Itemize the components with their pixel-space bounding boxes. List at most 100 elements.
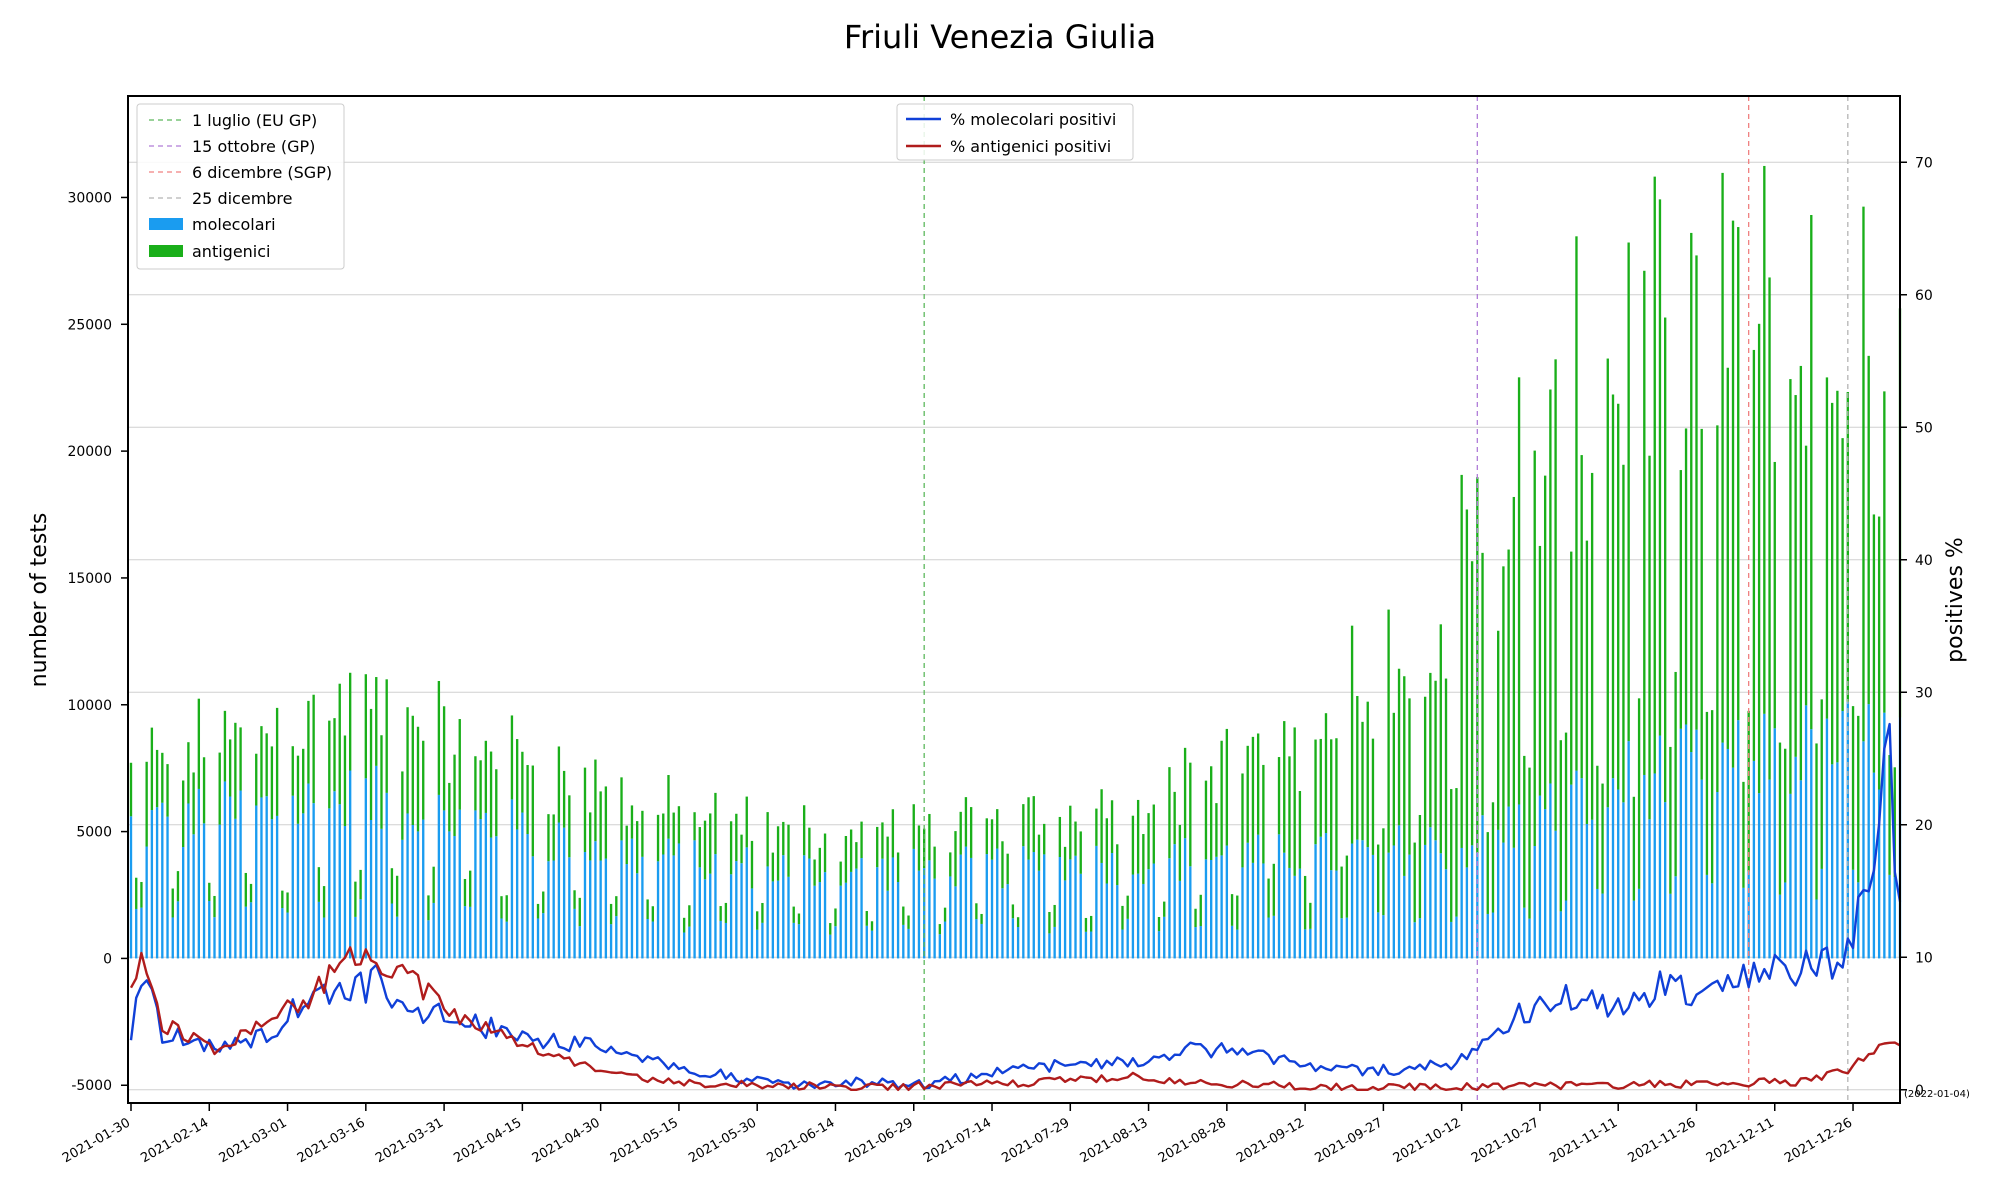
bar-antigenici [912,804,915,849]
bar-antigenici [1084,917,1088,932]
bar-molecolari [552,860,555,959]
bar-molecolari [1131,874,1135,959]
y-right-tick-label: 60 [1915,288,1933,304]
vline-layer [923,96,1849,1103]
bar-molecolari [1804,705,1808,959]
bar-antigenici [1872,514,1876,773]
y-axis-left-label: number of tests [27,513,52,688]
y-left-tick-label: 0 [103,951,112,967]
bar-antigenici [1220,740,1223,856]
bar-antigenici [630,805,634,839]
bar-antigenici [1643,270,1646,775]
bar-molecolari [943,921,947,959]
bar-antigenici [1048,911,1051,934]
chart-title: Friuli Venezia Giulia [844,18,1156,56]
bar-antigenici [677,806,681,844]
bar-antigenici [1815,743,1818,900]
bar-antigenici [197,698,201,789]
bar-antigenici [171,888,174,918]
bar-antigenici [1089,915,1093,932]
bar-molecolari [1585,823,1589,959]
bar-molecolari [808,858,811,959]
bar-molecolari [1016,927,1020,959]
bar-molecolari [1877,789,1881,959]
bar-antigenici [1731,220,1735,768]
bar-molecolari [1465,867,1469,959]
bar-molecolari [1470,845,1474,959]
bar-molecolari [1418,918,1422,959]
bar-molecolari [1183,838,1187,959]
bar-antigenici [390,868,394,904]
bar-molecolari [703,879,707,959]
bar-antigenici [834,908,837,927]
bar-antigenici [208,882,211,902]
bar-antigenici [542,891,545,914]
bar-molecolari [359,899,362,959]
bar-antigenici [1350,625,1354,844]
bar-molecolari [286,912,289,959]
bar-antigenici [902,906,905,925]
bar-molecolari [338,804,341,959]
bar-antigenici [714,792,717,855]
bar-antigenici [969,807,973,858]
bar-antigenici [1695,255,1698,730]
bar-antigenici [260,726,263,798]
bar-antigenici [860,821,863,859]
bar-molecolari [1382,915,1385,959]
bar-molecolari [1429,827,1432,959]
legend-item-vline: 25 dicembre [192,189,293,208]
bar-antigenici [703,820,707,880]
bar-antigenici [881,822,884,859]
bar-antigenici [735,813,738,862]
bar-molecolari [176,901,180,959]
bar-molecolari [1742,887,1745,959]
bars-layer [129,165,1902,959]
bar-molecolari [985,854,988,959]
bar-molecolari [1147,869,1150,959]
bar-antigenici [865,911,868,926]
bar-antigenici [1011,904,1015,919]
bar-antigenici [943,907,947,922]
bar-antigenici [469,870,472,907]
bar-antigenici [1799,365,1803,781]
bar-antigenici [1371,738,1375,855]
bar-molecolari [876,867,879,959]
bar-antigenici [615,896,618,917]
legend-bar-swatch [149,245,183,257]
legend-item-line: % molecolari positivi [950,110,1116,129]
bar-molecolari [1126,918,1129,959]
bar-molecolari [1455,916,1458,959]
bar-antigenici [949,852,952,877]
bar-molecolari [1617,789,1620,959]
bar-antigenici [938,924,942,935]
bar-molecolari [536,918,540,959]
bar-antigenici [270,746,274,820]
bar-molecolari [651,921,655,959]
bar-antigenici [531,765,534,857]
bar-molecolari [771,881,775,959]
bar-antigenici [1778,742,1782,895]
bar-molecolari [1403,875,1406,959]
bar-antigenici [1408,698,1411,855]
bar-antigenici [1434,680,1437,841]
bar-molecolari [469,906,472,959]
bar-molecolari [218,824,221,959]
bar-molecolari [902,924,905,959]
bar-antigenici [489,751,493,838]
bar-antigenici [1637,698,1641,889]
lines-layer [129,722,1902,1091]
bar-antigenici [620,777,623,841]
bar-molecolari [1669,893,1672,959]
bar-antigenici [1773,461,1776,729]
bar-molecolari [1658,735,1662,959]
bar-antigenici [202,757,206,824]
bar-antigenici [406,707,409,814]
bar-molecolari [1794,756,1797,959]
bar-molecolari [1241,867,1244,959]
bar-molecolari [599,860,602,959]
bar-antigenici [672,812,675,856]
bar-antigenici [802,805,806,856]
bar-molecolari [1851,869,1855,959]
bar-molecolari [1627,741,1630,959]
bar-molecolari [1163,916,1166,959]
